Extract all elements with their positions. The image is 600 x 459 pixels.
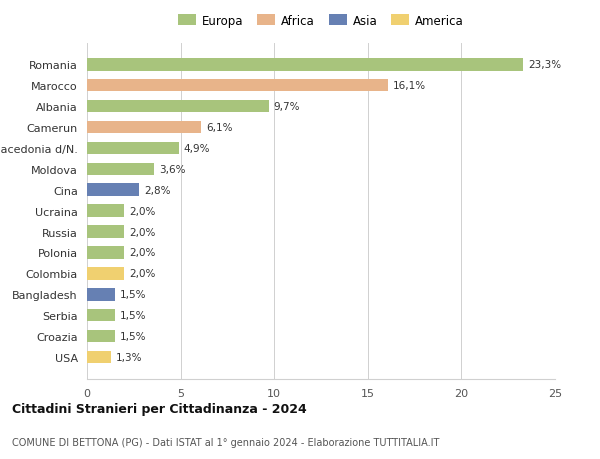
Bar xyxy=(87,101,269,113)
Text: 6,1%: 6,1% xyxy=(206,123,232,133)
Text: COMUNE DI BETTONA (PG) - Dati ISTAT al 1° gennaio 2024 - Elaborazione TUTTITALIA: COMUNE DI BETTONA (PG) - Dati ISTAT al 1… xyxy=(12,437,439,448)
Text: 1,3%: 1,3% xyxy=(116,352,143,362)
Bar xyxy=(87,80,388,92)
Bar xyxy=(87,351,112,364)
Text: 4,9%: 4,9% xyxy=(184,144,210,154)
Text: 1,5%: 1,5% xyxy=(120,331,146,341)
Bar xyxy=(87,184,139,196)
Bar xyxy=(87,205,124,218)
Bar xyxy=(87,268,124,280)
Bar xyxy=(87,163,154,176)
Text: 16,1%: 16,1% xyxy=(393,81,426,91)
Bar xyxy=(87,309,115,322)
Legend: Europa, Africa, Asia, America: Europa, Africa, Asia, America xyxy=(175,11,467,31)
Bar xyxy=(87,226,124,238)
Bar xyxy=(87,246,124,259)
Text: 2,0%: 2,0% xyxy=(129,206,155,216)
Bar xyxy=(87,288,115,301)
Bar xyxy=(87,122,201,134)
Text: 1,5%: 1,5% xyxy=(120,290,146,300)
Text: 9,7%: 9,7% xyxy=(273,102,300,112)
Text: 23,3%: 23,3% xyxy=(528,60,561,70)
Bar xyxy=(87,142,179,155)
Text: 2,0%: 2,0% xyxy=(129,269,155,279)
Text: 2,8%: 2,8% xyxy=(144,185,170,195)
Text: 1,5%: 1,5% xyxy=(120,310,146,320)
Text: 2,0%: 2,0% xyxy=(129,227,155,237)
Bar xyxy=(87,59,523,71)
Bar xyxy=(87,330,115,342)
Text: 3,6%: 3,6% xyxy=(159,164,185,174)
Text: Cittadini Stranieri per Cittadinanza - 2024: Cittadini Stranieri per Cittadinanza - 2… xyxy=(12,403,307,415)
Text: 2,0%: 2,0% xyxy=(129,248,155,258)
